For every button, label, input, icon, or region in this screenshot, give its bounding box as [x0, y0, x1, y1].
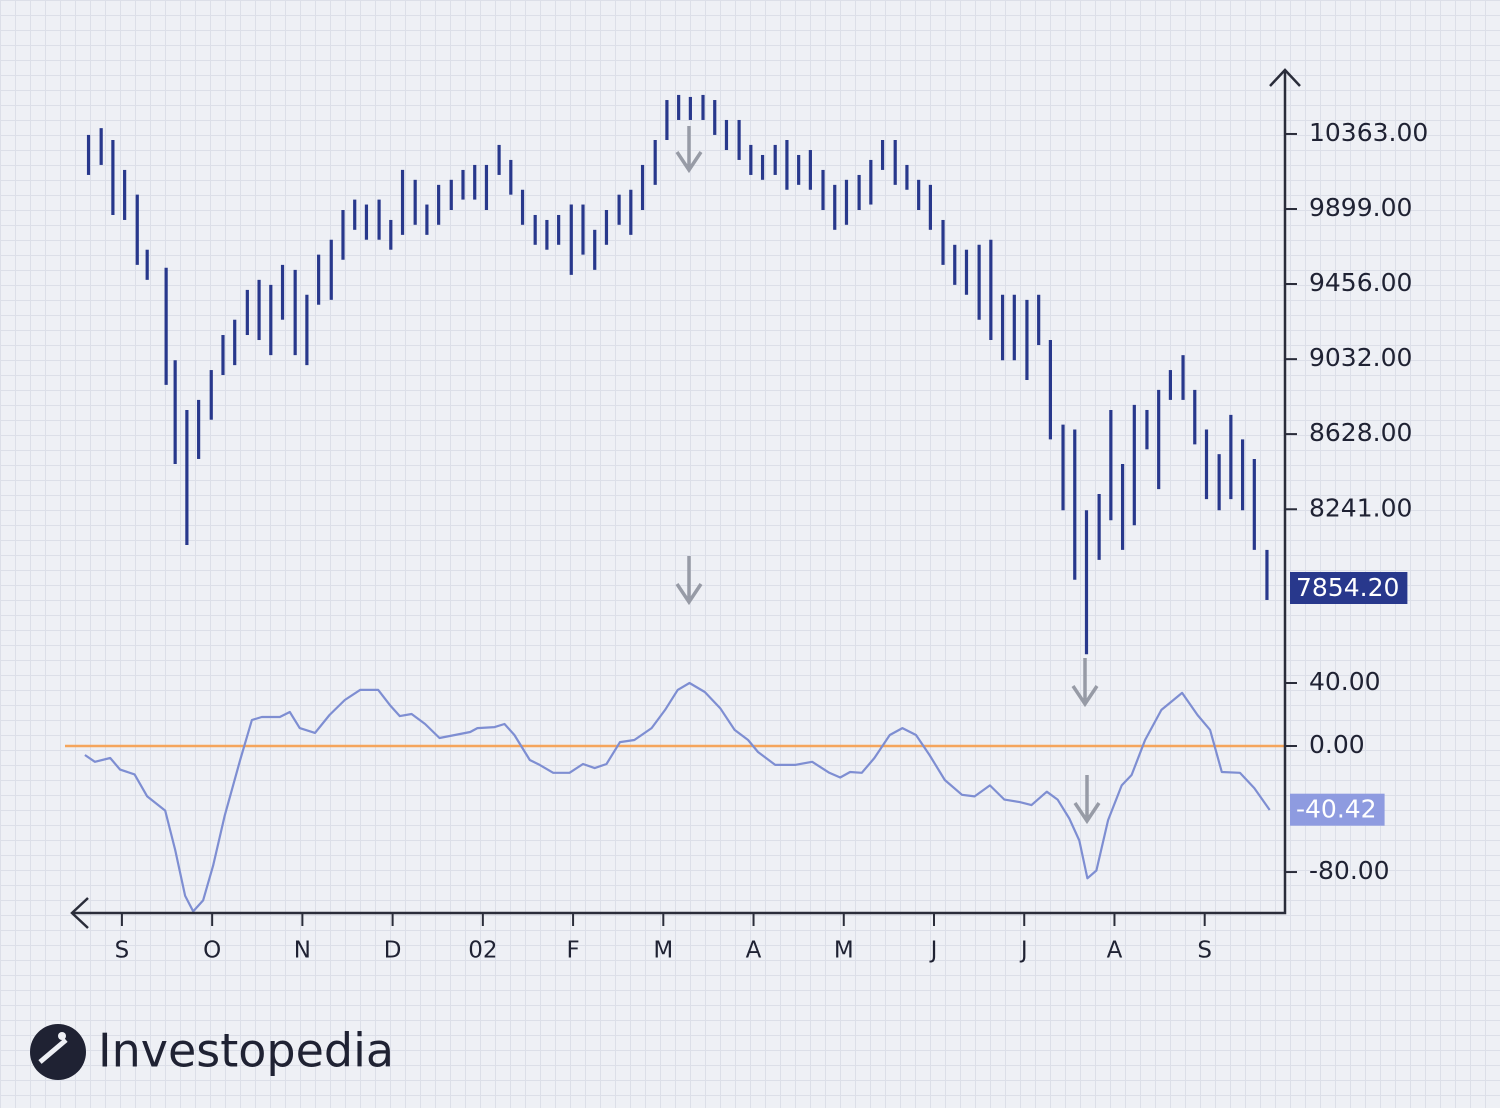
value-badge-label: -40.42: [1296, 795, 1377, 824]
arrow: [675, 126, 703, 174]
y-tick-label: 9032.00: [1309, 343, 1412, 372]
axis-arrow: [1269, 68, 1301, 87]
logo-icon: [30, 1024, 86, 1080]
x-tick-label: F: [566, 938, 579, 964]
logo: Investopedia: [30, 1024, 394, 1080]
arrow: [1071, 658, 1099, 708]
x-tick-label: N: [294, 938, 311, 964]
y-tick-label: 9899.00: [1309, 193, 1412, 222]
x-tick-label: S: [1197, 938, 1212, 964]
y-tick-label: 8241.00: [1309, 493, 1412, 522]
axes: [70, 68, 1301, 929]
value-badge: [1290, 571, 1408, 604]
x-tick-label: O: [203, 938, 221, 964]
plot: [65, 94, 1285, 913]
value-badge-label: 7854.20: [1296, 573, 1399, 602]
y-tick-label: 40.00: [1309, 667, 1381, 696]
x-tick-label: D: [384, 938, 402, 964]
oscillator-line: [84, 681, 1271, 913]
arrow: [675, 556, 703, 606]
x-tick-label: J: [1019, 938, 1028, 964]
logo-dot: [58, 1032, 66, 1040]
axis-arrow: [70, 897, 89, 929]
annotation-arrows: [675, 126, 1101, 825]
value-badge: [1290, 793, 1385, 826]
y-tick-label: 8628.00: [1309, 418, 1412, 447]
x-tick-label: S: [115, 938, 130, 964]
x-tick-label: J: [929, 938, 938, 964]
arrow: [1073, 775, 1101, 825]
y-tick-label: 9456.00: [1309, 268, 1412, 297]
x-tick-label: M: [653, 938, 673, 964]
y-tick-label: -80.00: [1309, 856, 1390, 885]
x-tick-label: A: [1107, 938, 1123, 964]
brand: Investopedia: [98, 1024, 394, 1078]
x-tick-label: M: [834, 938, 854, 964]
axis-line: [72, 72, 1287, 915]
y-tick-label: 10363.00: [1309, 118, 1428, 147]
y-tick-label: 0.00: [1309, 730, 1365, 759]
logo-mark: [38, 1038, 68, 1064]
x-tick-label: A: [746, 938, 762, 964]
x-tick-label: 02: [468, 938, 497, 964]
